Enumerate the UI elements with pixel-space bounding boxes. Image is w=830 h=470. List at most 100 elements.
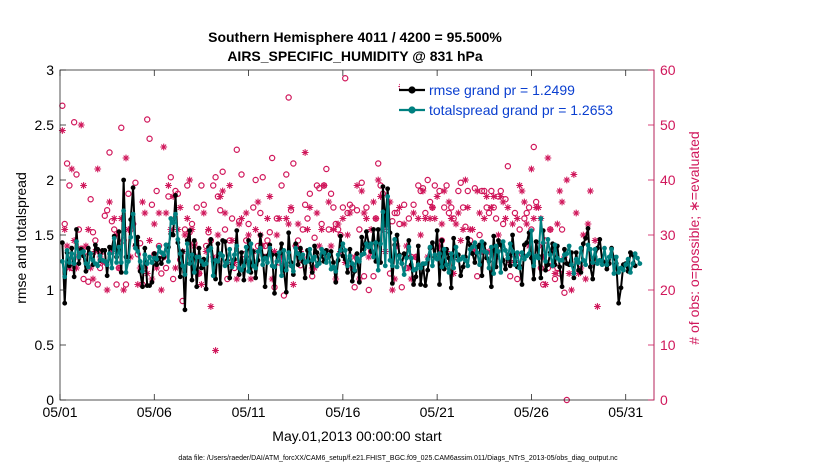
legend-totalspread-marker bbox=[408, 106, 416, 114]
rmse-point bbox=[309, 270, 315, 275]
obs-evaluated-point bbox=[518, 187, 526, 195]
obs-evaluated-point bbox=[146, 237, 153, 244]
obs-evaluated-point bbox=[214, 231, 222, 239]
totalspread-point bbox=[604, 262, 610, 268]
obs-evaluated-point bbox=[294, 220, 302, 228]
rmse-point bbox=[434, 228, 440, 234]
totalspread-point bbox=[583, 262, 589, 268]
obs-evaluated-point bbox=[509, 220, 516, 228]
totalspread-point bbox=[352, 267, 358, 273]
obs-evaluated-point bbox=[339, 215, 347, 222]
obs-possible-point bbox=[118, 124, 125, 131]
obs-evaluated-point bbox=[579, 231, 587, 239]
obs-possible-point bbox=[488, 187, 495, 195]
totalspread-point bbox=[517, 265, 523, 271]
totalspread-point bbox=[76, 254, 82, 260]
totalspread-point bbox=[340, 241, 346, 247]
y-axis-label: rmse and totalspread bbox=[13, 172, 29, 304]
obs-evaluated-point bbox=[334, 220, 342, 228]
obs-evaluated-point bbox=[313, 209, 321, 217]
obs-evaluated-point bbox=[306, 204, 314, 211]
totalspread-point bbox=[338, 248, 343, 253]
totalspread-point bbox=[529, 228, 534, 234]
rmse-point bbox=[227, 275, 233, 281]
obs-evaluated-point bbox=[325, 198, 333, 206]
totalspread-point bbox=[432, 252, 438, 258]
totalspread-point bbox=[166, 259, 171, 264]
obs-evaluated-point bbox=[228, 237, 236, 244]
totalspread-point bbox=[451, 265, 457, 271]
totalspread-point bbox=[585, 242, 591, 248]
obs-possible-point bbox=[233, 146, 240, 153]
totalspread-point bbox=[305, 259, 310, 264]
rmse-point bbox=[451, 235, 457, 241]
totalspread-point bbox=[281, 248, 287, 253]
totalspread-point bbox=[507, 241, 513, 247]
totalspread-point bbox=[283, 267, 289, 273]
rmse-point bbox=[573, 250, 579, 256]
totalspread-point bbox=[465, 263, 471, 269]
rmse-point bbox=[189, 277, 195, 283]
totalspread-point bbox=[375, 267, 381, 273]
rmse-point bbox=[236, 272, 242, 277]
obs-evaluated-point bbox=[155, 209, 163, 217]
totalspread-point bbox=[316, 261, 322, 266]
obs-possible-point bbox=[485, 209, 493, 217]
obs-evaluated-point bbox=[110, 215, 118, 222]
y-tick-label: 1 bbox=[46, 282, 54, 298]
totalspread-point bbox=[241, 263, 247, 269]
totalspread-point bbox=[67, 260, 72, 265]
obs-evaluated-point bbox=[207, 303, 215, 310]
obs-evaluated-point bbox=[320, 182, 328, 189]
obs-evaluated-point bbox=[242, 209, 250, 217]
rmse-point bbox=[578, 270, 584, 275]
totalspread-point bbox=[550, 263, 556, 269]
obs-evaluated-point bbox=[464, 204, 472, 211]
obs-evaluated-point bbox=[120, 286, 128, 294]
obs-possible-point bbox=[101, 212, 108, 219]
totalspread-point bbox=[95, 263, 101, 269]
obs-possible-point bbox=[523, 209, 530, 217]
obs-possible-point bbox=[521, 215, 528, 222]
rmse-point bbox=[465, 235, 471, 241]
obs-evaluated-point bbox=[84, 226, 92, 233]
obs-possible-point bbox=[358, 179, 365, 186]
totalspread-point bbox=[536, 255, 541, 261]
obs-evaluated-point bbox=[70, 237, 78, 244]
rmse-point bbox=[488, 284, 494, 290]
obs-possible-point bbox=[217, 207, 224, 214]
y-tick-label: 3 bbox=[46, 62, 54, 78]
totalspread-point bbox=[463, 257, 468, 263]
legend-rmse-marker bbox=[408, 86, 416, 94]
obs-evaluated-point bbox=[63, 242, 71, 250]
totalspread-point bbox=[371, 254, 376, 260]
totalspread-point bbox=[597, 257, 603, 263]
obs-possible-point bbox=[316, 185, 323, 192]
obs-evaluated-point bbox=[226, 182, 234, 189]
totalspread-point bbox=[380, 209, 386, 215]
rmse-point bbox=[470, 251, 475, 257]
totalspread-point bbox=[545, 237, 551, 242]
totalspread-point bbox=[512, 262, 518, 268]
obs-possible-point bbox=[132, 179, 139, 186]
obs-possible-point bbox=[530, 143, 537, 151]
totalspread-point bbox=[147, 254, 152, 260]
rmse-point bbox=[583, 235, 589, 241]
obs-possible-point bbox=[415, 182, 422, 189]
obs-evaluated-point bbox=[346, 209, 354, 217]
totalspread-point bbox=[260, 262, 266, 268]
obs-evaluated-point bbox=[591, 237, 599, 244]
obs-evaluated-point bbox=[103, 286, 111, 294]
totalspread-point bbox=[474, 250, 480, 256]
rmse-point bbox=[439, 238, 445, 243]
obs-possible-point bbox=[144, 116, 151, 123]
rmse-point bbox=[312, 243, 317, 249]
obs-evaluated-point bbox=[157, 286, 165, 294]
obs-evaluated-point bbox=[188, 226, 196, 233]
totalspread-point bbox=[514, 250, 520, 256]
obs-possible-point bbox=[294, 237, 302, 244]
rmse-point bbox=[385, 186, 391, 192]
totalspread-point bbox=[331, 264, 336, 270]
obs-evaluated-point bbox=[301, 149, 309, 156]
rmse-point bbox=[425, 267, 431, 273]
